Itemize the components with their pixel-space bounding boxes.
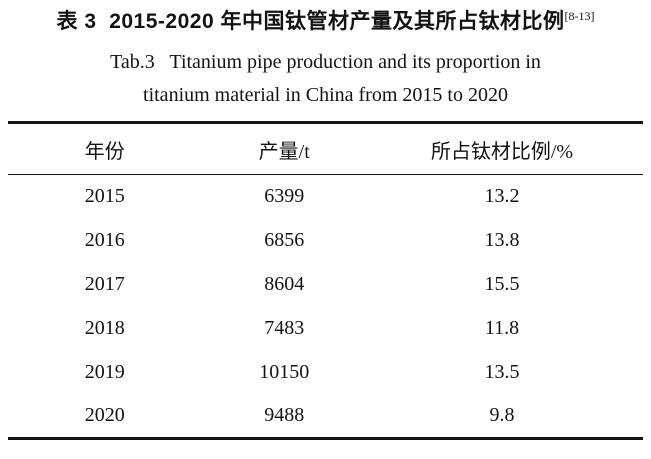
table-row: 2016 6856 13.8 (8, 219, 643, 263)
header-proportion: 所占钛材比例/% (430, 140, 574, 163)
table-row: 2019 10150 13.5 (8, 351, 643, 395)
table-title-en-line2: titanium material in China from 2015 to … (143, 84, 508, 106)
table-row: 2020 9488 9.8 (8, 395, 643, 439)
table-title-zh: 表 3 2015-2020 年中国钛管材产量及其所占钛材比例[8-13] (0, 7, 651, 37)
table-row: 2015 6399 13.2 (8, 175, 643, 219)
cell-proportion: 9.8 (489, 404, 515, 427)
cell-year: 2018 (84, 317, 125, 339)
cell-production: 8604 (264, 273, 305, 295)
table-title-zh-text: 表 3 2015-2020 年中国钛管材产量及其所占钛材比例 (56, 10, 565, 33)
table-row: 2017 8604 15.5 (8, 263, 643, 307)
cell-year: 2017 (84, 273, 125, 295)
table-header-row: 年份 产量/t 所占钛材比例/% (8, 123, 643, 175)
cell-proportion: 15.5 (484, 273, 520, 295)
cell-production: 7483 (264, 317, 305, 339)
paper-table-figure: 表 3 2015-2020 年中国钛管材产量及其所占钛材比例[8-13] Tab… (0, 7, 651, 459)
cell-production: 10150 (259, 361, 310, 383)
cell-production: 6856 (264, 229, 305, 251)
cell-proportion: 13.5 (484, 361, 520, 383)
table-row: 2018 7483 11.8 (8, 307, 643, 351)
header-year: 年份 (84, 140, 125, 163)
table-title-en-line1: Tab.3 Titanium pipe production and its p… (110, 51, 541, 73)
cell-proportion: 11.8 (484, 317, 520, 339)
cell-year: 2020 (84, 404, 125, 427)
cell-production: 9488 (264, 404, 305, 427)
header-production: 产量/t (258, 140, 310, 163)
citation-ref: [8-13] (564, 9, 595, 23)
cell-proportion: 13.2 (484, 185, 520, 208)
cell-year: 2019 (84, 361, 125, 383)
cell-year: 2016 (84, 229, 125, 251)
cell-year: 2015 (84, 185, 125, 208)
data-table: 年份 产量/t 所占钛材比例/% 2015 6399 13.2 2016 685… (8, 121, 643, 440)
cell-proportion: 13.8 (484, 229, 520, 251)
cell-production: 6399 (264, 185, 305, 208)
